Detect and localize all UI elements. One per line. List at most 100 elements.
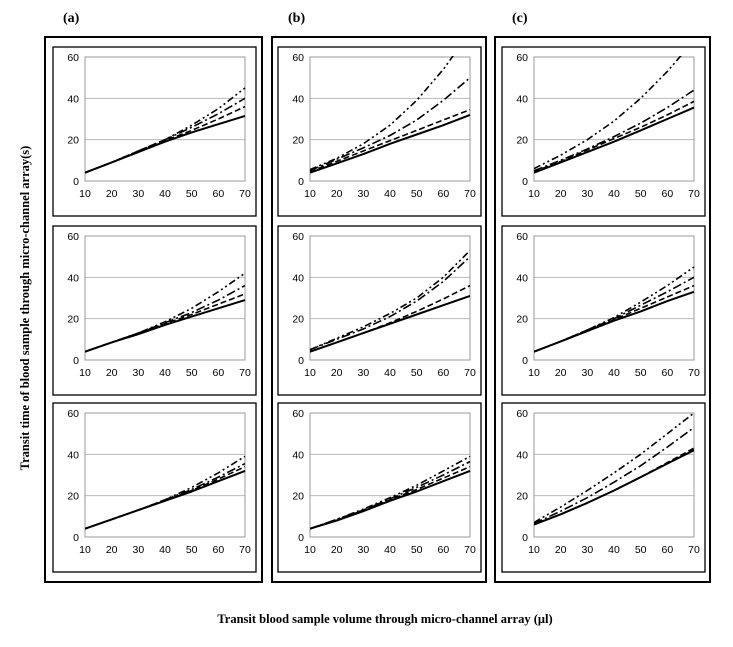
panel-c-1: 0 20 40 60 10 20 30 40 50 60 70: [501, 46, 706, 217]
series-line-3: [85, 284, 246, 353]
x-tick-label: 10: [79, 544, 91, 556]
x-tick-label: 20: [555, 188, 567, 200]
y-tick-label: 40: [292, 272, 304, 284]
x-tick-label: 40: [608, 188, 620, 200]
y-axis-title: Transit time of blood sample through mic…: [18, 146, 32, 471]
x-tick-label: 50: [635, 367, 647, 379]
panel-c-2: 0 20 40 60 10 20 30 40 50 60 70: [501, 225, 706, 396]
series-line-2: [534, 284, 695, 353]
panel-frame: [52, 46, 257, 217]
x-tick-label: 10: [528, 188, 540, 200]
x-tick-label: 50: [411, 367, 423, 379]
y-tick-label: 60: [516, 52, 528, 64]
series-line-2: [310, 465, 471, 530]
series-line-4: [534, 56, 682, 170]
x-tick-label: 40: [384, 367, 396, 379]
y-tick-label: 20: [516, 135, 528, 147]
x-tick-label: 30: [357, 544, 369, 556]
plot-area: [309, 56, 471, 182]
y-tick-label: 0: [298, 355, 304, 367]
column-box-a: [44, 36, 263, 583]
plot-area: [84, 56, 246, 182]
series-line-4: [85, 87, 246, 174]
y-tick-label: 60: [292, 231, 304, 243]
y-tick-label: 0: [73, 176, 79, 188]
series-line-3: [310, 460, 471, 530]
y-tick-label: 60: [67, 408, 79, 420]
plot-area: [309, 412, 471, 538]
x-tick-label: 70: [464, 188, 476, 200]
x-tick-label: 60: [437, 544, 449, 556]
panel-frame: [501, 402, 706, 573]
y-tick-label: 40: [67, 449, 79, 461]
series-line-4: [85, 455, 246, 530]
x-tick-label: 70: [239, 188, 251, 200]
x-tick-label: 30: [581, 544, 593, 556]
panel-b-1: 0 20 40 60 10 20 30 40 50 60 70: [277, 46, 482, 217]
y-tick-label: 60: [516, 231, 528, 243]
plot-area: [84, 412, 246, 538]
y-tick-label: 0: [522, 532, 528, 544]
x-tick-label: 50: [635, 188, 647, 200]
x-tick-label: 60: [661, 544, 673, 556]
series-line-4: [310, 56, 454, 171]
x-tick-label: 30: [357, 188, 369, 200]
panel-a-2: 0 20 40 60 10 20 30 40 50 60 70: [52, 225, 257, 396]
x-tick-label: 70: [688, 544, 700, 556]
series-line-2: [534, 100, 695, 173]
series-line-1: [534, 449, 695, 526]
x-tick-label: 30: [132, 367, 144, 379]
y-tick-label: 0: [73, 532, 79, 544]
plot-area: [84, 235, 246, 361]
x-tick-label: 40: [159, 367, 171, 379]
y-tick-label: 20: [516, 314, 528, 326]
series-line-2: [85, 465, 246, 530]
panel-a-1: 0 20 40 60 10 20 30 40 50 60 70: [52, 46, 257, 217]
x-tick-label: 30: [581, 188, 593, 200]
x-tick-label: 70: [464, 544, 476, 556]
series-line-4: [534, 266, 695, 353]
x-tick-label: 20: [331, 367, 343, 379]
x-tick-label: 20: [331, 544, 343, 556]
y-tick-label: 0: [298, 176, 304, 188]
x-tick-label: 10: [304, 367, 316, 379]
x-tick-label: 10: [304, 544, 316, 556]
panel-frame: [277, 225, 482, 396]
x-tick-label: 20: [106, 544, 118, 556]
x-tick-label: 60: [661, 367, 673, 379]
y-tick-label: 60: [67, 52, 79, 64]
x-tick-label: 10: [528, 367, 540, 379]
y-tick-label: 20: [67, 491, 79, 503]
x-tick-label: 50: [186, 544, 198, 556]
x-tick-label: 70: [688, 367, 700, 379]
x-tick-label: 50: [186, 188, 198, 200]
y-tick-label: 20: [516, 491, 528, 503]
column-label-a: (a): [63, 11, 80, 26]
panel-frame: [52, 402, 257, 573]
x-tick-label: 50: [186, 367, 198, 379]
x-tick-label: 70: [688, 188, 700, 200]
series-line-2: [310, 284, 471, 353]
y-tick-label: 60: [292, 408, 304, 420]
y-tick-label: 0: [522, 176, 528, 188]
x-tick-label: 20: [106, 188, 118, 200]
column-label-b: (b): [288, 11, 305, 26]
x-tick-label: 10: [79, 367, 91, 379]
x-tick-label: 60: [212, 544, 224, 556]
y-tick-label: 0: [298, 532, 304, 544]
series-line-2: [85, 293, 246, 353]
y-tick-label: 20: [292, 314, 304, 326]
y-tick-label: 40: [516, 93, 528, 105]
series-line-3: [534, 426, 695, 525]
y-tick-label: 60: [516, 408, 528, 420]
x-tick-label: 50: [411, 188, 423, 200]
y-tick-label: 20: [292, 491, 304, 503]
series-line-2: [310, 108, 471, 173]
x-tick-label: 40: [384, 544, 396, 556]
x-tick-label: 50: [411, 544, 423, 556]
series-line-1: [534, 106, 695, 174]
panel-frame: [277, 46, 482, 217]
panel-grid: 0 20 40 60 10 20 30 40 50 60 70 0 20 40 60 10 20 30 40 50 60…: [52, 46, 706, 573]
panel-c-3: 0 20 40 60 10 20 30 40 50 60 70: [501, 402, 706, 573]
